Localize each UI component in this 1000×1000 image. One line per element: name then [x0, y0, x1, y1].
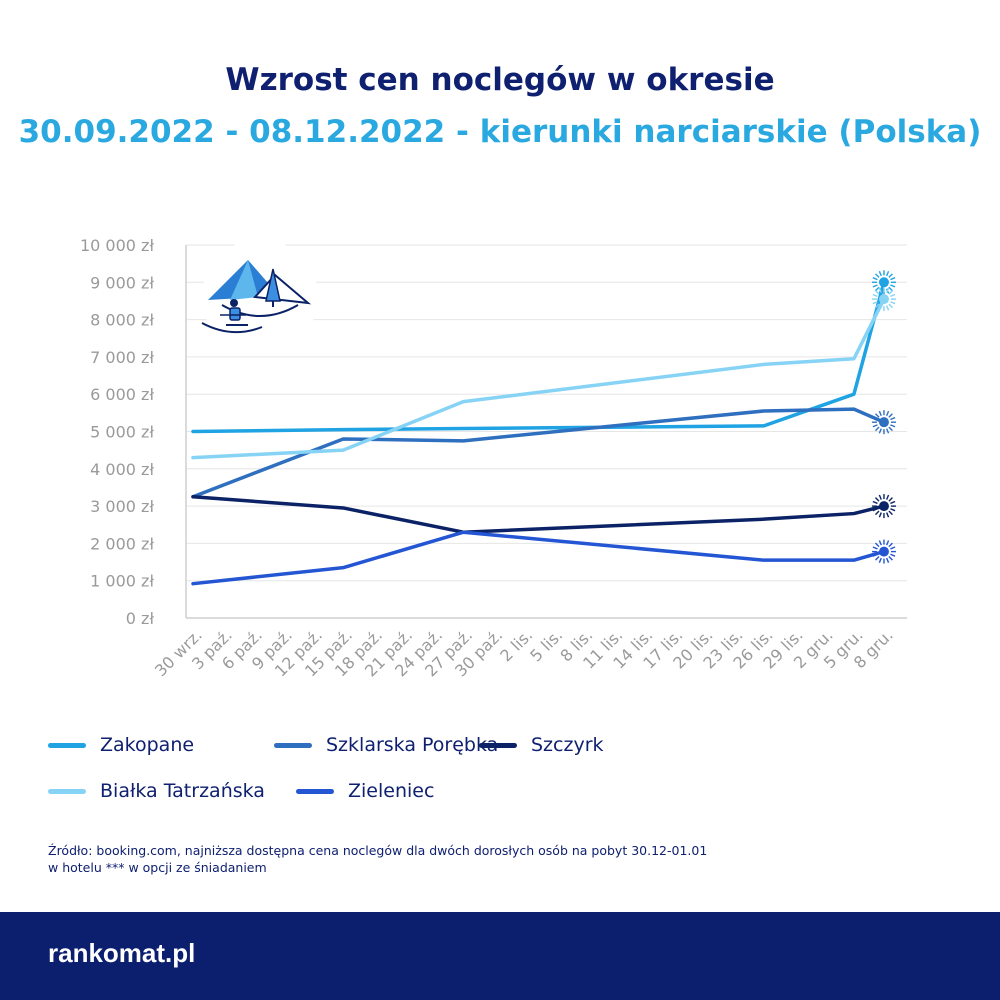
y-tick-label: 10 000 zł: [80, 236, 154, 255]
legend-swatch: [48, 742, 86, 748]
x-axis-ticks: 30 wrz.3 paź.6 paź.9 paź.12 paź.15 paź.1…: [151, 625, 897, 680]
series-line-3: [191, 297, 886, 460]
legend-swatch: [48, 788, 86, 794]
end-marker-3: [871, 287, 896, 312]
legend-item-zakopane: Zakopane: [48, 734, 194, 756]
legend-label: Białka Tatrzańska: [100, 780, 265, 802]
legend-swatch: [274, 742, 312, 748]
end-markers: [871, 270, 896, 564]
legend-item-bialka-tatrzanska: Białka Tatrzańska: [48, 780, 265, 802]
footer-bar: rankomat.pl: [0, 912, 1000, 1000]
axes: [185, 245, 907, 619]
rankomat-logo: rankomat.pl: [48, 938, 196, 968]
end-marker-4: [871, 539, 896, 564]
source-note: Źródło: booking.com, najniższa dostępna …: [48, 842, 808, 876]
y-tick-label: 5 000 zł: [90, 423, 154, 442]
y-tick-label: 6 000 zł: [90, 385, 154, 404]
line-chart: 0 zł 1 000 zł 2 000 zł 3 000 zł 4 000 zł 5 00…: [80, 236, 907, 680]
series-line-1: [191, 407, 886, 499]
y-tick-label: 2 000 zł: [90, 534, 154, 553]
y-tick-label: 7 000 zł: [90, 348, 154, 367]
y-tick-label: 4 000 zł: [90, 460, 154, 479]
y-tick-label: 3 000 zł: [90, 497, 154, 516]
series-line-4: [191, 530, 886, 586]
source-line-2: w hotelu *** w opcji ze śniadaniem: [48, 860, 267, 875]
chart-title: Wzrost cen noclegów w okresie: [225, 62, 775, 98]
legend-item-zieleniec: Zieleniec: [296, 780, 434, 802]
y-tick-label: 9 000 zł: [90, 273, 154, 292]
source-line-1: Źródło: booking.com, najniższa dostępna …: [48, 843, 708, 858]
legend-label: Zieleniec: [348, 780, 435, 802]
series-line-2: [191, 495, 886, 534]
legend-label: Zakopane: [100, 734, 195, 756]
y-tick-label: 0 zł: [126, 609, 155, 628]
x-tick-label: 2 lis.: [496, 625, 536, 665]
legend-label: Szczyrk: [531, 734, 604, 756]
legend-swatch: [296, 788, 334, 794]
legend-label: Szklarska Porębka: [326, 734, 499, 756]
series-lines: [191, 280, 886, 586]
end-marker-2: [871, 494, 896, 519]
end-marker-1: [871, 410, 896, 435]
y-tick-label: 8 000 zł: [90, 311, 154, 330]
x-tick-label: 5 lis.: [526, 625, 566, 665]
legend-swatch: [479, 742, 517, 748]
skier-illustration-icon: [201, 239, 318, 355]
series-line-0: [191, 280, 886, 434]
legend-item-szklarska-poreba: Szklarska Porębka: [274, 734, 498, 756]
end-marker-0: [871, 270, 896, 295]
y-axis-ticks: 0 zł 1 000 zł 2 000 zł 3 000 zł 4 000 zł 5 00…: [80, 236, 154, 628]
y-tick-label: 1 000 zł: [90, 572, 154, 591]
legend-item-szczyrk: Szczyrk: [479, 734, 604, 756]
chart-subtitle: 30.09.2022 - 08.12.2022 - kierunki narci…: [18, 114, 982, 150]
